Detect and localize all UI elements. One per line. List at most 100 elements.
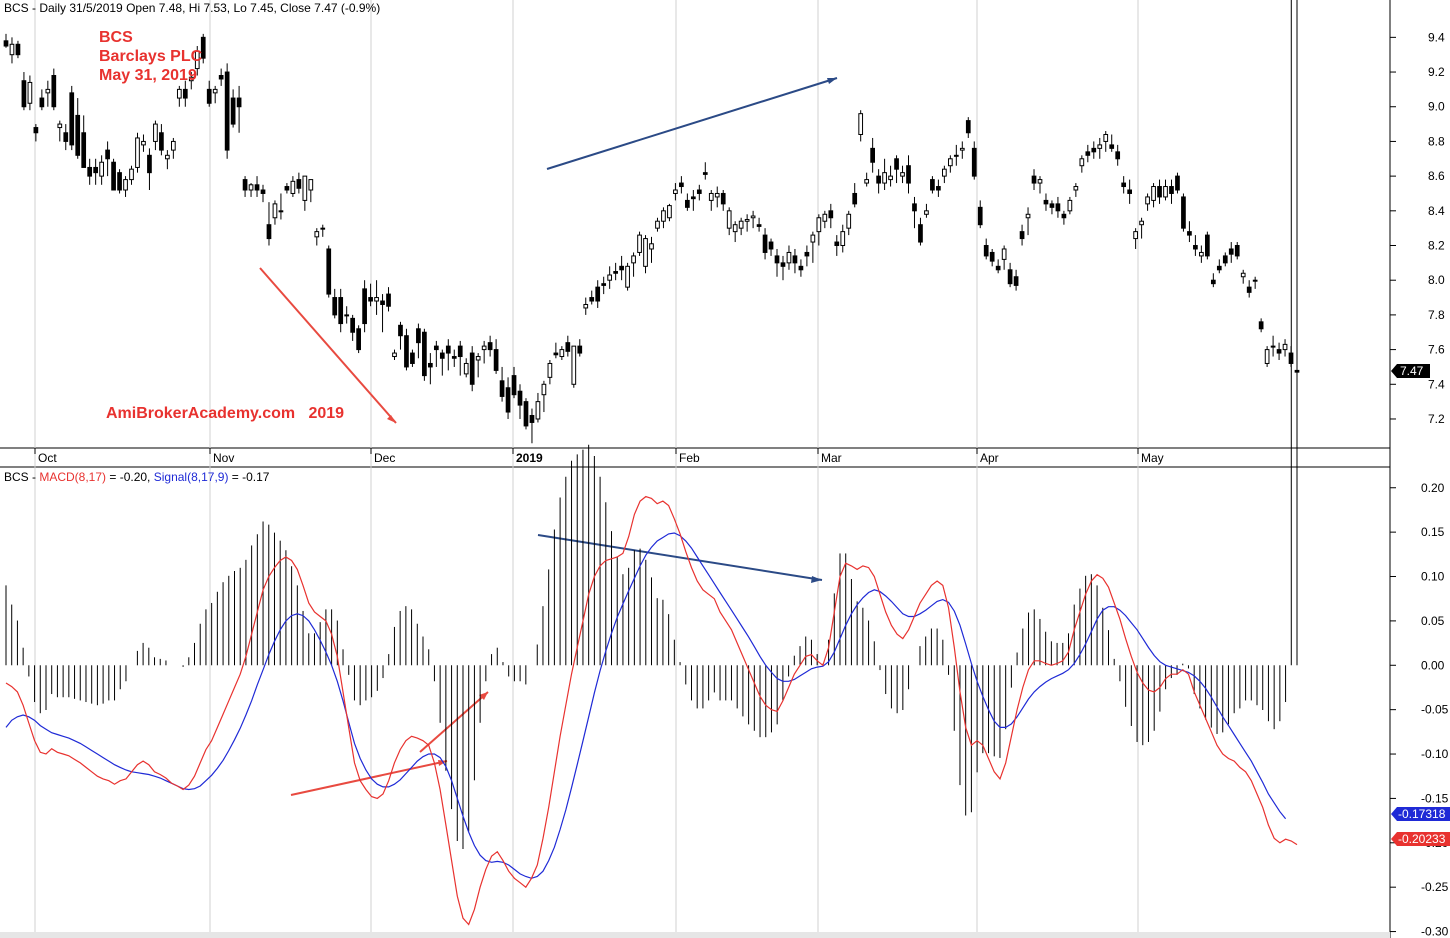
candle — [332, 288, 338, 319]
macd-tick-label: -0.25 — [1421, 880, 1449, 894]
candle — [571, 345, 577, 388]
candle — [1210, 273, 1216, 288]
candle — [302, 175, 308, 211]
candle — [1145, 193, 1150, 211]
last-price-tag: 7.47 — [1391, 364, 1430, 378]
price-tick-label: 9.2 — [1428, 65, 1445, 79]
candle — [165, 150, 170, 170]
macd-histogram — [5, 0, 1298, 850]
candle — [619, 255, 624, 281]
candle — [505, 377, 511, 419]
candle — [135, 132, 140, 173]
candle — [290, 176, 296, 197]
candle — [912, 196, 917, 229]
candle — [1193, 235, 1198, 256]
candle — [176, 85, 182, 107]
candle — [523, 398, 529, 430]
candle — [673, 183, 678, 201]
candle — [667, 203, 672, 222]
candle — [1073, 183, 1079, 197]
candle — [942, 165, 947, 184]
candle — [583, 297, 589, 315]
candle — [1187, 221, 1192, 243]
candle — [918, 217, 923, 246]
candle — [236, 85, 242, 133]
candle — [129, 165, 134, 185]
candle — [457, 340, 463, 376]
trend-annotations — [259, 77, 838, 796]
candle — [200, 33, 206, 64]
candle — [852, 183, 858, 208]
x-tick-label: Nov — [213, 451, 234, 465]
candle — [278, 193, 284, 220]
candle — [744, 214, 750, 232]
candle — [87, 158, 93, 185]
price-tick-label: 8.6 — [1428, 169, 1445, 183]
candle — [995, 259, 1001, 274]
candle — [798, 259, 804, 277]
macd-line — [5, 495, 1298, 926]
candle — [428, 353, 433, 385]
candle — [553, 342, 559, 359]
candle — [1019, 224, 1025, 246]
candle — [45, 80, 51, 107]
candle — [392, 349, 397, 360]
candle — [679, 176, 684, 194]
candle — [51, 68, 57, 111]
candle — [1258, 318, 1264, 333]
candle — [230, 89, 236, 128]
macd-tick-label: -0.10 — [1421, 747, 1449, 761]
candle — [894, 155, 899, 184]
candle — [463, 358, 469, 378]
candle — [685, 193, 690, 211]
candle — [182, 80, 188, 107]
candle — [1240, 269, 1246, 284]
sheet-tab-strip[interactable] — [0, 932, 1390, 938]
candle — [1181, 193, 1186, 232]
candle — [625, 262, 630, 291]
candle — [876, 169, 881, 194]
candle — [1151, 183, 1156, 208]
candle — [21, 72, 27, 111]
candle — [350, 314, 356, 341]
candle — [218, 68, 224, 86]
candle — [577, 339, 583, 357]
candle — [1055, 196, 1061, 218]
candle — [601, 276, 607, 295]
candle — [326, 245, 332, 298]
candle — [738, 217, 744, 236]
candle — [900, 165, 905, 184]
candle — [320, 224, 326, 237]
candle — [989, 248, 995, 267]
candle — [1031, 169, 1037, 190]
candle — [356, 325, 361, 354]
candle — [314, 228, 320, 246]
candle — [696, 184, 702, 201]
candle — [529, 408, 535, 444]
note-company: Barclays PLC — [99, 48, 203, 65]
trend-arrow-price-down — [259, 267, 397, 424]
macd-value-tag: -0.20233 — [1391, 832, 1450, 846]
candle — [1139, 217, 1144, 239]
signal-value-tag: -0.17318 — [1391, 807, 1450, 821]
candle — [81, 115, 87, 168]
candle — [756, 217, 762, 232]
candle — [445, 339, 451, 371]
candle — [1234, 242, 1240, 260]
candle — [212, 85, 218, 104]
candle — [690, 190, 696, 211]
candle — [936, 179, 941, 197]
macd-last-value: -0.20233 — [1398, 832, 1446, 846]
candle — [888, 165, 893, 187]
price-tick-label: 9.0 — [1428, 100, 1445, 114]
candle — [846, 210, 852, 236]
trend-arrow-macd-up-1 — [290, 760, 448, 796]
candle — [499, 366, 505, 402]
candle — [959, 141, 965, 159]
candle — [3, 33, 9, 48]
candle — [1025, 207, 1031, 236]
candle — [368, 283, 373, 307]
month-gridlines — [34, 0, 1139, 938]
x-tick-label: Dec — [374, 451, 395, 465]
candle — [947, 155, 953, 173]
